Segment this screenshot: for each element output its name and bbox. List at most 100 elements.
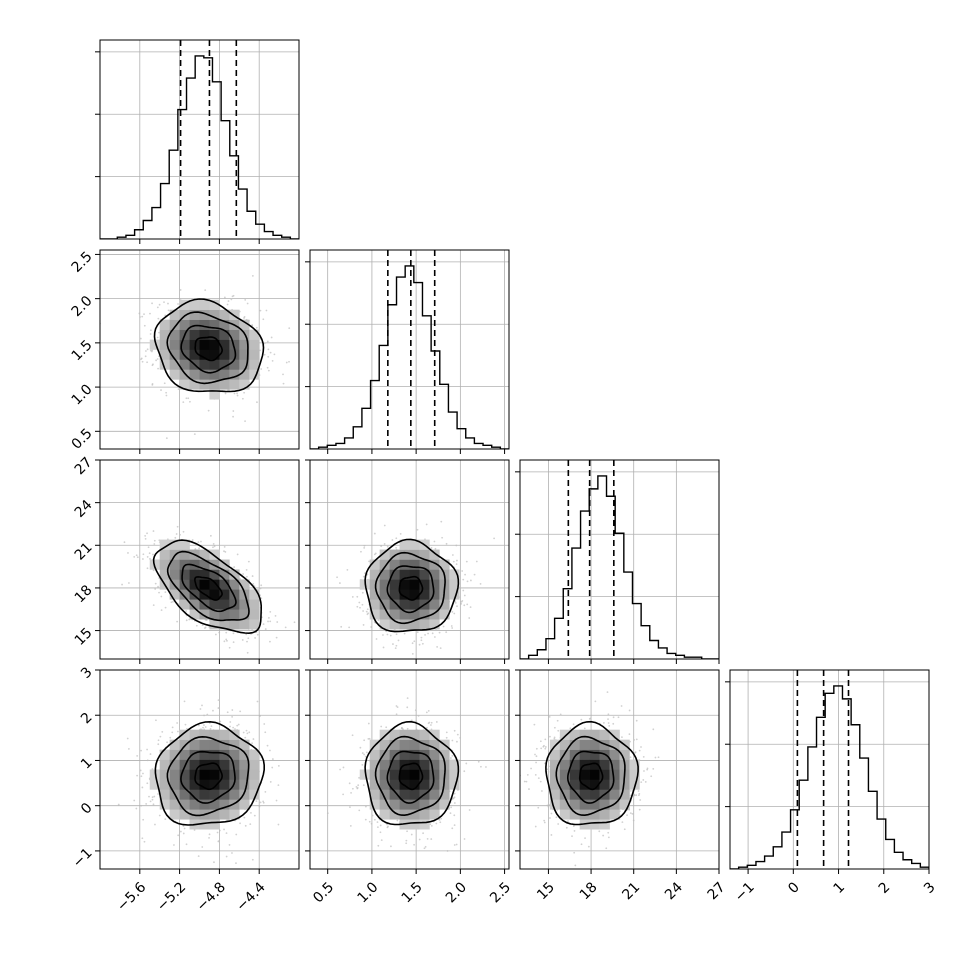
sample-point: [166, 741, 168, 744]
sample-point: [232, 641, 235, 644]
sample-point: [172, 600, 174, 603]
sample-point: [201, 624, 204, 627]
density-bin: [409, 579, 420, 590]
density-bin: [199, 799, 210, 810]
sample-point: [236, 392, 238, 395]
density-bin: [209, 349, 220, 360]
sample-point: [266, 744, 269, 747]
sample-point: [208, 833, 211, 836]
sample-point: [152, 530, 155, 532]
y-tick-label: 3: [78, 664, 96, 682]
sample-point: [259, 715, 261, 717]
sample-point: [453, 792, 456, 795]
density-bin: [249, 329, 260, 340]
sample-point: [153, 543, 156, 545]
sample-point: [435, 822, 438, 825]
sample-point: [147, 546, 150, 549]
y-tick-label: 1: [78, 755, 96, 773]
sample-point: [356, 595, 359, 598]
density-bin: [219, 559, 230, 570]
panel-frame: [519, 459, 720, 660]
sample-point: [231, 715, 234, 718]
sample-point: [293, 621, 296, 624]
sample-point: [146, 782, 149, 785]
density-bin: [169, 309, 180, 320]
sample-point: [246, 732, 249, 735]
contour-line: [180, 750, 236, 804]
density-bin: [209, 379, 220, 390]
sample-point: [246, 651, 249, 654]
density-panel-1-0: 0.51.01.52.02.5: [69, 249, 300, 454]
density-bin: [419, 589, 430, 600]
sample-point: [157, 367, 159, 370]
sample-point: [206, 713, 209, 716]
sample-point: [493, 537, 496, 540]
sample-point: [218, 829, 221, 832]
density-bin: [209, 759, 220, 770]
density-bin: [169, 799, 180, 810]
sample-point: [152, 803, 155, 806]
sample-point: [186, 727, 188, 730]
sample-point: [453, 814, 456, 817]
sample-point: [201, 846, 204, 848]
density-bin: [209, 549, 220, 560]
sample-point: [243, 316, 246, 318]
sample-point: [244, 420, 246, 423]
sample-point: [417, 714, 420, 717]
density-bin: [429, 589, 440, 600]
sample-point: [255, 326, 258, 329]
sample-point: [244, 824, 247, 827]
sample-point: [171, 726, 174, 729]
density-bin: [219, 769, 230, 780]
density-bin: [199, 319, 210, 330]
sample-point: [479, 582, 482, 585]
density-bin: [159, 779, 170, 790]
sample-point: [232, 415, 234, 418]
sample-point: [165, 394, 168, 397]
sample-point: [256, 401, 258, 404]
y-tick-label: 0: [78, 800, 96, 818]
sample-point: [151, 796, 154, 799]
sample-point: [431, 632, 434, 635]
sample-point: [267, 617, 270, 619]
sample-point: [348, 626, 351, 629]
sample-point: [244, 298, 247, 301]
sample-point: [403, 632, 406, 635]
sample-point: [223, 296, 226, 299]
sample-point: [450, 757, 452, 759]
density-bin: [189, 749, 200, 760]
density-bin: [229, 379, 240, 390]
sample-point: [355, 786, 358, 788]
sample-point: [277, 764, 280, 767]
sample-point: [359, 746, 362, 749]
density-bin: [189, 729, 200, 740]
density-bin: [229, 759, 240, 770]
sample-point: [219, 720, 222, 723]
sample-point: [356, 605, 359, 608]
sample-point: [243, 816, 246, 819]
density-bin: [239, 319, 250, 330]
sample-point: [256, 633, 259, 636]
density-bin: [169, 559, 180, 570]
sample-point: [248, 731, 251, 734]
density-bin: [239, 339, 250, 350]
density-bin: [389, 559, 400, 570]
contour-line: [398, 575, 424, 601]
sample-point: [141, 315, 144, 318]
sample-point: [395, 705, 398, 707]
sample-point: [226, 303, 229, 306]
sample-point: [251, 575, 254, 577]
sample-point: [161, 730, 164, 733]
density-bin: [419, 619, 430, 630]
density-bin: [179, 589, 190, 600]
sample-point: [477, 760, 480, 763]
sample-point: [380, 545, 383, 548]
sample-point: [204, 289, 207, 292]
sample-point: [179, 297, 182, 300]
sample-point: [263, 668, 265, 670]
sample-point: [208, 836, 210, 839]
density-bin: [429, 619, 440, 630]
panel-frame: [99, 39, 300, 240]
density-bin: [199, 729, 210, 740]
contour-line: [166, 311, 249, 385]
